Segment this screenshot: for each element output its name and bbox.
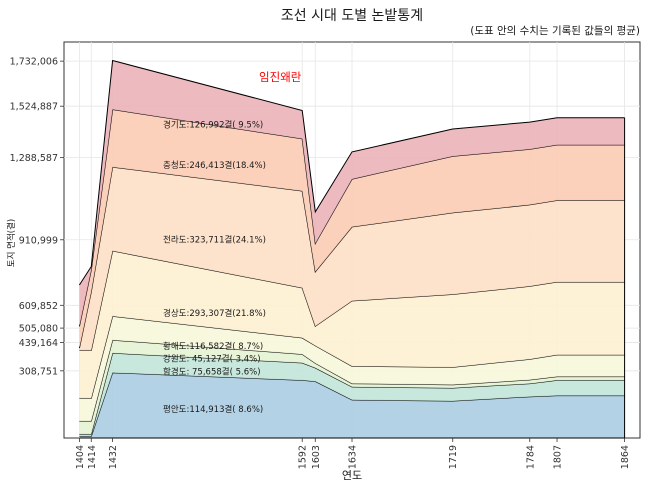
y-tick-label: 1,732,006 — [10, 57, 58, 68]
area-함경도 — [79, 353, 625, 437]
x-tick-label: 1603 — [311, 445, 322, 469]
series-label-충청도: 충청도:246,413결(18.4%) — [163, 160, 266, 171]
x-axis-title: 연도 — [342, 469, 362, 482]
series-label-전라도: 전라도:323,711결(24.1%) — [163, 234, 266, 245]
area-경상도 — [79, 250, 625, 399]
y-tick-label: 1,524,887 — [10, 102, 58, 113]
series-label-황해도: 황해도:116,582결( 8.7%) — [163, 341, 263, 352]
area-경기도 — [79, 60, 625, 327]
area-series — [78, 59, 626, 439]
series-label-경기도: 경기도:126,992결( 9.5%) — [163, 120, 263, 131]
chart-subtitle: (도표 안의 수치는 기록된 값들의 평균) — [470, 25, 640, 37]
y-tick-label: 439,164 — [19, 338, 58, 349]
y-tick-label: 1,288,587 — [10, 153, 58, 164]
area-평안도 — [79, 372, 625, 438]
x-tick-label: 1807 — [553, 445, 564, 469]
event-annotation: 임진왜란 — [259, 70, 302, 84]
axis-ticks: 308,751 439,164 505,080 609,852 910,999 1,288… — [10, 57, 631, 470]
x-tick-label: 1634 — [348, 445, 359, 469]
x-tick-label: 1414 — [87, 445, 98, 469]
x-tick-label: 1592 — [298, 445, 309, 469]
y-tick-label: 308,751 — [19, 366, 58, 377]
y-tick-label: 910,999 — [19, 235, 58, 246]
boundary-경기도 — [78, 59, 625, 286]
series-label-함경도: 함경도: 75,658결( 5.6%) — [163, 367, 261, 378]
y-tick-label: 609,852 — [19, 301, 58, 312]
x-tick-label: 1864 — [620, 445, 631, 469]
series-label-강원도: 강원도: 45,127결( 3.4%) — [163, 354, 261, 365]
x-tick-label: 1432 — [108, 445, 119, 469]
series-labels: 평안도:114,913결( 8.6%) 함경도: 75,658결( 5.6%) 강원… — [163, 70, 302, 415]
area-강원도 — [79, 340, 625, 435]
x-tick-label: 1784 — [525, 445, 536, 469]
series-label-경상도: 경상도:293,307결(21.8%) — [163, 308, 266, 319]
y-tick-label: 505,080 — [19, 324, 58, 335]
y-axis-title: 토지 면적(결) — [6, 219, 17, 267]
area-충청도 — [79, 109, 625, 349]
x-tick-label: 1404 — [75, 445, 86, 469]
series-label-평안도: 평안도:114,913결( 8.6%) — [163, 404, 263, 415]
area-황해도 — [79, 316, 625, 421]
x-tick-label: 1719 — [448, 445, 459, 469]
chart-title: 조선 시대 도별 논밭통계 — [281, 8, 423, 24]
area-전라도 — [79, 167, 625, 351]
